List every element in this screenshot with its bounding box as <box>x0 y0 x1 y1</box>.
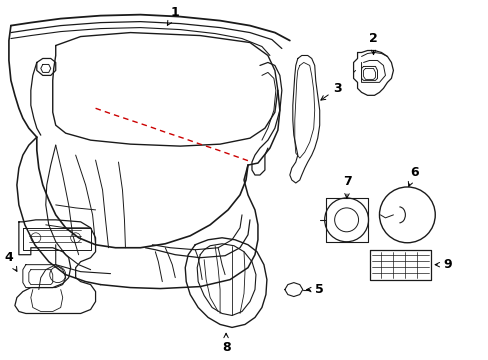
Text: 2: 2 <box>368 32 377 55</box>
Text: 5: 5 <box>306 283 324 296</box>
Text: 8: 8 <box>221 333 230 354</box>
Text: 9: 9 <box>434 258 450 271</box>
Text: 6: 6 <box>407 166 418 186</box>
Text: 3: 3 <box>320 82 341 100</box>
Text: 1: 1 <box>167 6 179 25</box>
Text: 7: 7 <box>343 175 351 198</box>
Text: 4: 4 <box>4 251 17 271</box>
